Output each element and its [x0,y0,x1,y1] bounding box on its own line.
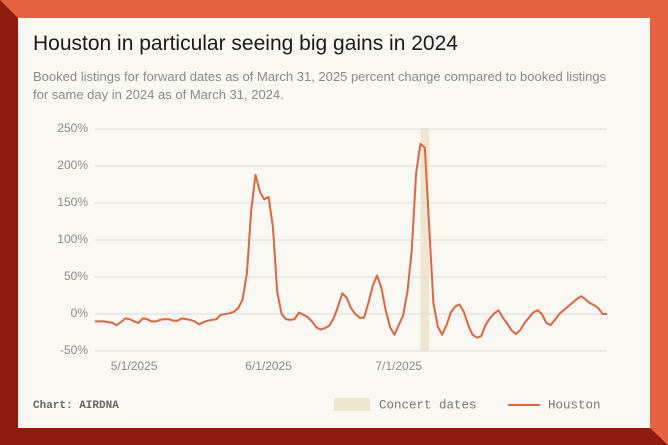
legend-swatch [334,398,370,411]
y-tick-label: 50% [64,269,88,283]
card [18,18,650,428]
chart-title: Houston in particular seeing big gains i… [33,32,458,55]
line [95,142,607,339]
x-tick-label: 5/1/2025 [111,359,158,373]
source: Chart: AIRDNA [33,400,119,412]
legend-label: Houston [548,398,601,412]
legend-label: Concert dates [379,398,477,412]
x-tick-label: 7/1/2025 [375,359,422,373]
y-tick-label: 0% [71,306,89,320]
y-tick-label: 200% [57,158,88,172]
y-tick-label: 250% [57,121,88,135]
y-tick-label: -50% [60,343,88,357]
y-tick-label: 150% [57,195,88,209]
x-tick-label: 6/1/2025 [245,359,292,373]
y-tick-label: 100% [57,232,88,246]
chart-subtitle: Booked listings for forward dates as of … [33,69,607,102]
